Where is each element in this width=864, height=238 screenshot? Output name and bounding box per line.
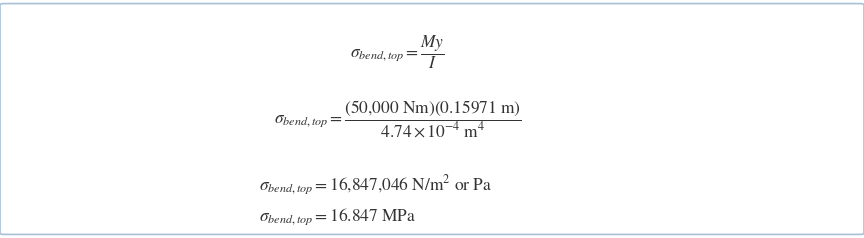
Text: $\sigma_{bend,top} = 16{,}847{,}046\ \mathrm{N/m}^{2}\ \mathrm{or\ Pa}$: $\sigma_{bend,top} = 16{,}847{,}046\ \ma… — [259, 174, 492, 198]
Text: $\sigma_{bend,top} = 16.847\ \mathrm{MPa}$: $\sigma_{bend,top} = 16.847\ \mathrm{MPa… — [259, 206, 416, 227]
Text: $\sigma_{bend,top} = \dfrac{My}{I}$: $\sigma_{bend,top} = \dfrac{My}{I}$ — [350, 34, 445, 71]
FancyBboxPatch shape — [0, 4, 864, 234]
Text: $\sigma_{bend,top} = \dfrac{(50{,}000\ \mathrm{Nm})(0.15971\ \mathrm{m})}{4.74 \: $\sigma_{bend,top} = \dfrac{(50{,}000\ \… — [274, 99, 521, 139]
